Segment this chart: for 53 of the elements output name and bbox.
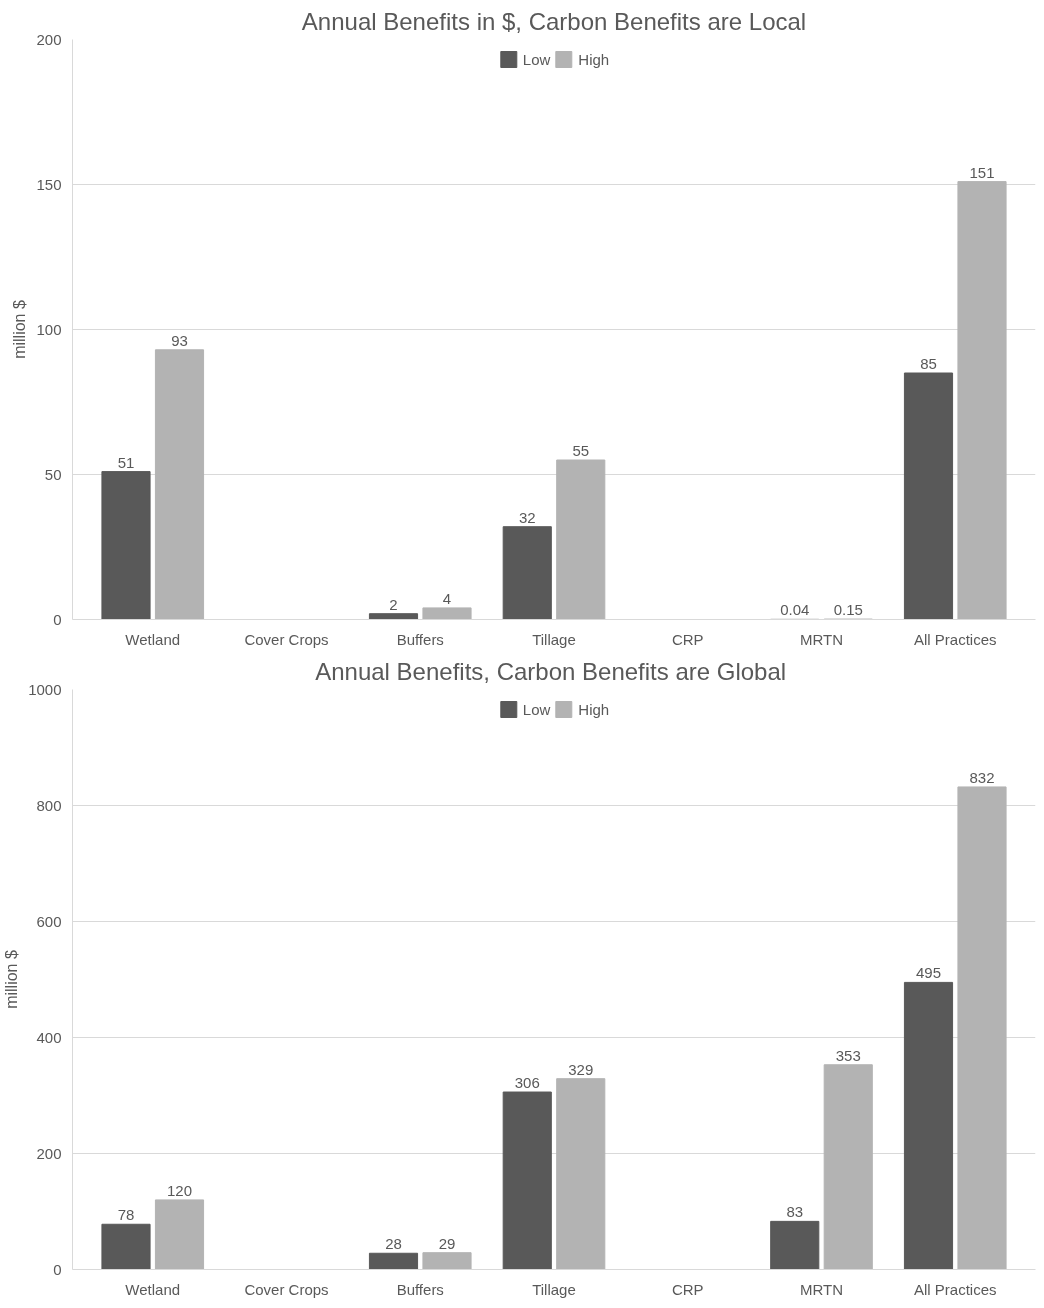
- x-tick-label: Buffers: [396, 630, 444, 648]
- legend-label: Low: [522, 700, 551, 718]
- x-tick-label: Tillage: [532, 630, 576, 648]
- data-label: 0.15: [833, 601, 863, 619]
- y-tick-label: 150: [36, 175, 62, 193]
- chart-title: Annual Benefits, Carbon Benefits are Global: [315, 657, 787, 685]
- data-label: 495: [915, 964, 942, 982]
- data-label: 4: [442, 589, 452, 607]
- y-tick-label: 0: [53, 1260, 62, 1278]
- data-label: 28: [385, 1235, 402, 1253]
- y-tick-label: 100: [36, 320, 62, 338]
- y-tick-label: 800: [36, 796, 62, 814]
- data-label: 32: [518, 508, 536, 526]
- data-label: 306: [514, 1074, 540, 1092]
- x-tick-label: CRP: [671, 1280, 704, 1298]
- data-label: 0.04: [780, 601, 810, 619]
- y-tick-label: 200: [36, 1144, 62, 1162]
- data-label: 51: [117, 453, 135, 471]
- y-tick-label: 50: [44, 465, 62, 483]
- data-label: 353: [835, 1046, 861, 1064]
- legend-label: High: [578, 700, 610, 718]
- x-tick-label: Tillage: [532, 1280, 576, 1298]
- data-label: 55: [572, 442, 590, 459]
- x-tick-label: All Practices: [913, 630, 997, 648]
- data-label: 93: [171, 331, 188, 349]
- y-tick-label: 400: [36, 1028, 62, 1046]
- x-tick-label: CRP: [671, 630, 704, 648]
- data-label: 78: [117, 1206, 135, 1224]
- data-label: 29: [438, 1234, 456, 1252]
- legend-label: Low: [522, 50, 551, 68]
- x-tick-label: MRTN: [799, 1280, 844, 1298]
- y-tick-label: 600: [36, 912, 62, 930]
- y-axis-title: million $: [11, 300, 29, 359]
- data-label: 2: [389, 595, 398, 613]
- x-tick-label: Wetland: [125, 630, 181, 648]
- legend-label: High: [578, 50, 610, 68]
- data-label: 83: [786, 1203, 804, 1221]
- data-label: 120: [166, 1181, 193, 1199]
- data-label: 151: [969, 163, 995, 181]
- chart-title: Annual Benefits in $, Carbon Benefits are Local: [301, 7, 807, 35]
- data-label: 832: [969, 768, 995, 786]
- x-tick-label: Buffers: [396, 1280, 444, 1298]
- x-tick-label: Cover Crops: [244, 1280, 329, 1298]
- x-tick-label: MRTN: [799, 630, 844, 648]
- y-tick-label: 0: [53, 610, 62, 628]
- y-axis-title: million $: [3, 950, 21, 1009]
- y-tick-label: 200: [36, 30, 62, 48]
- x-tick-label: Wetland: [125, 1280, 181, 1298]
- data-label: 85: [920, 355, 937, 372]
- data-label: 329: [568, 1060, 594, 1078]
- x-tick-label: Cover Crops: [244, 630, 329, 648]
- y-tick-label: 1000: [28, 680, 62, 698]
- x-tick-label: All Practices: [913, 1280, 997, 1298]
